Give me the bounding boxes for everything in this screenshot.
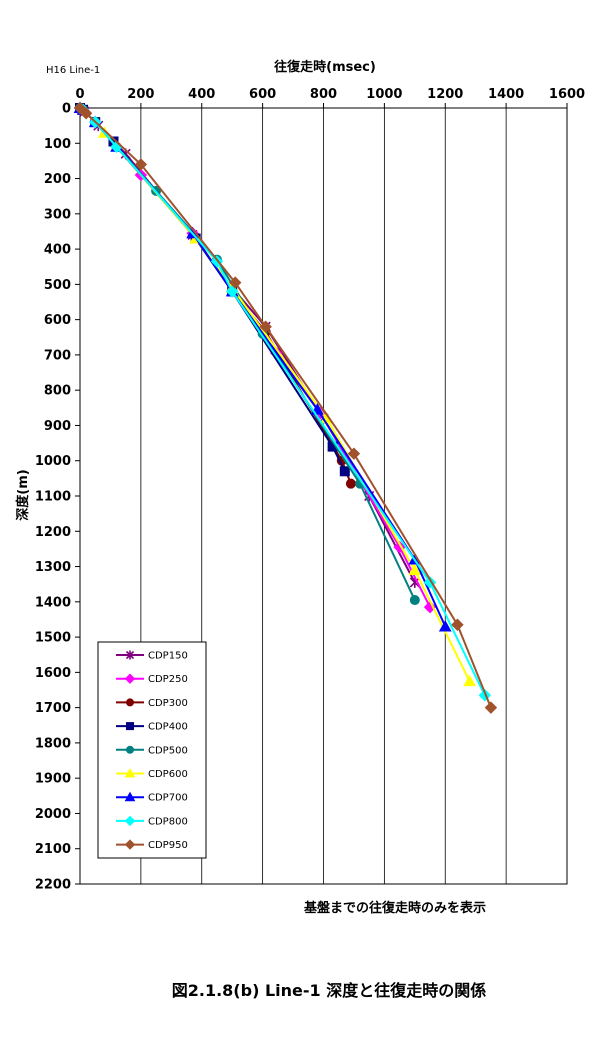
y-tick-label: 300 bbox=[44, 207, 71, 222]
data-point bbox=[484, 701, 498, 714]
legend-label: CDP600 bbox=[148, 769, 188, 780]
data-point bbox=[225, 285, 239, 298]
legend-label: CDP300 bbox=[148, 698, 188, 709]
x-tick-label: 200 bbox=[127, 87, 154, 102]
x-tick-label: 1000 bbox=[366, 87, 402, 102]
data-point bbox=[126, 745, 134, 754]
legend-item: CDP400 bbox=[116, 722, 188, 733]
data-point bbox=[124, 767, 136, 778]
y-tick-label: 600 bbox=[44, 313, 71, 328]
y-tick-label: 1600 bbox=[35, 666, 71, 681]
y-tick-label: 2100 bbox=[35, 842, 71, 857]
series-group bbox=[73, 101, 498, 714]
data-point bbox=[125, 650, 135, 660]
legend-label: CDP500 bbox=[148, 745, 188, 756]
x-axis-title: 往復走時(msec) bbox=[274, 59, 376, 75]
y-tick-label: 1100 bbox=[35, 490, 71, 505]
legend-item: CDP300 bbox=[116, 698, 188, 709]
data-point bbox=[438, 619, 452, 632]
series-cdp250 bbox=[73, 101, 437, 614]
y-axis-ticks: 0 100 200 300 400 500 600 700 800 900 1000 1100 1200… bbox=[35, 102, 80, 893]
data-point bbox=[79, 107, 93, 120]
y-tick-label: 0 bbox=[62, 102, 71, 117]
data-point bbox=[124, 673, 136, 684]
legend-item: CDP150 bbox=[116, 650, 188, 662]
y-axis-title: 深度(m) bbox=[15, 469, 31, 520]
x-tick-label: 600 bbox=[249, 87, 276, 102]
y-tick-label: 400 bbox=[44, 243, 71, 258]
legend-label: CDP150 bbox=[148, 651, 188, 662]
legend-label: CDP700 bbox=[148, 793, 188, 804]
x-tick-label: 400 bbox=[188, 87, 215, 102]
data-point bbox=[463, 674, 476, 687]
grid-lines bbox=[140, 108, 507, 884]
y-tick-label: 1400 bbox=[35, 595, 71, 610]
y-tick-label: 1500 bbox=[35, 631, 71, 646]
y-tick-label: 1000 bbox=[35, 454, 71, 469]
legend-label: CDP400 bbox=[148, 722, 188, 733]
x-tick-label: 0 bbox=[75, 87, 84, 102]
y-tick-label: 1300 bbox=[35, 560, 71, 575]
series-cdp500 bbox=[75, 103, 420, 606]
data-point bbox=[347, 447, 361, 460]
x-tick-label: 800 bbox=[310, 87, 337, 102]
series-line bbox=[79, 107, 416, 601]
legend-item: CDP700 bbox=[116, 791, 188, 804]
legend-label: CDP800 bbox=[148, 816, 188, 827]
data-point bbox=[409, 595, 420, 606]
legend-item: CDP500 bbox=[116, 745, 188, 756]
figure-caption: 図2.1.8(b) Line-1 深度と往復走時の関係 bbox=[172, 981, 486, 1000]
data-point bbox=[451, 618, 464, 631]
series-cdp950 bbox=[73, 101, 498, 714]
legend-label: CDP250 bbox=[148, 674, 188, 685]
series-line bbox=[79, 107, 431, 608]
y-tick-label: 500 bbox=[44, 278, 71, 293]
x-tick-label: 1200 bbox=[427, 87, 463, 102]
data-point bbox=[126, 722, 134, 731]
y-tick-label: 1900 bbox=[35, 772, 71, 787]
x-tick-label: 1400 bbox=[488, 87, 524, 102]
y-tick-label: 900 bbox=[44, 419, 71, 434]
series-cdp150 bbox=[74, 102, 420, 588]
y-tick-label: 200 bbox=[44, 172, 71, 187]
data-point bbox=[345, 478, 356, 489]
data-point bbox=[124, 791, 136, 802]
y-tick-label: 800 bbox=[44, 384, 71, 399]
x-axis-ticks: 0 200 400 600 800 1000 1200 1400 1600 bbox=[75, 87, 585, 108]
legend-item: CDP250 bbox=[116, 673, 188, 685]
data-point bbox=[126, 698, 134, 707]
data-point bbox=[478, 689, 492, 702]
series-line bbox=[79, 107, 346, 472]
y-tick-label: 700 bbox=[44, 348, 71, 363]
series-line bbox=[79, 107, 492, 708]
series-cdp300 bbox=[75, 103, 356, 489]
y-tick-label: 100 bbox=[44, 137, 71, 152]
data-point bbox=[259, 320, 272, 333]
legend-item: CDP950 bbox=[116, 839, 188, 851]
legend: CDP150 CDP250 CDP300 CDP400 CDP500 CDP600 CDP7… bbox=[97, 641, 207, 859]
y-tick-label: 1200 bbox=[35, 525, 71, 540]
legend-item: CDP800 bbox=[116, 815, 188, 827]
data-point bbox=[124, 839, 136, 850]
series-line bbox=[79, 107, 352, 485]
data-point bbox=[408, 563, 422, 576]
y-tick-label: 1700 bbox=[35, 701, 71, 716]
data-point bbox=[134, 158, 148, 171]
y-tick-label: 2200 bbox=[35, 878, 71, 893]
data-point bbox=[124, 815, 136, 827]
legend-item: CDP600 bbox=[116, 767, 188, 780]
series-line bbox=[79, 107, 416, 583]
x-tick-label: 1600 bbox=[549, 87, 585, 102]
y-tick-label: 1800 bbox=[35, 736, 71, 751]
data-point bbox=[339, 466, 350, 477]
y-tick-label: 2000 bbox=[35, 807, 71, 822]
corner-label: H16 Line-1 bbox=[46, 65, 100, 76]
legend-label: CDP950 bbox=[148, 840, 188, 851]
note-text: 基盤までの往復走時のみを表示 bbox=[303, 900, 486, 916]
series-line bbox=[79, 107, 471, 682]
data-point bbox=[229, 276, 242, 289]
series-cdp400 bbox=[75, 103, 350, 477]
